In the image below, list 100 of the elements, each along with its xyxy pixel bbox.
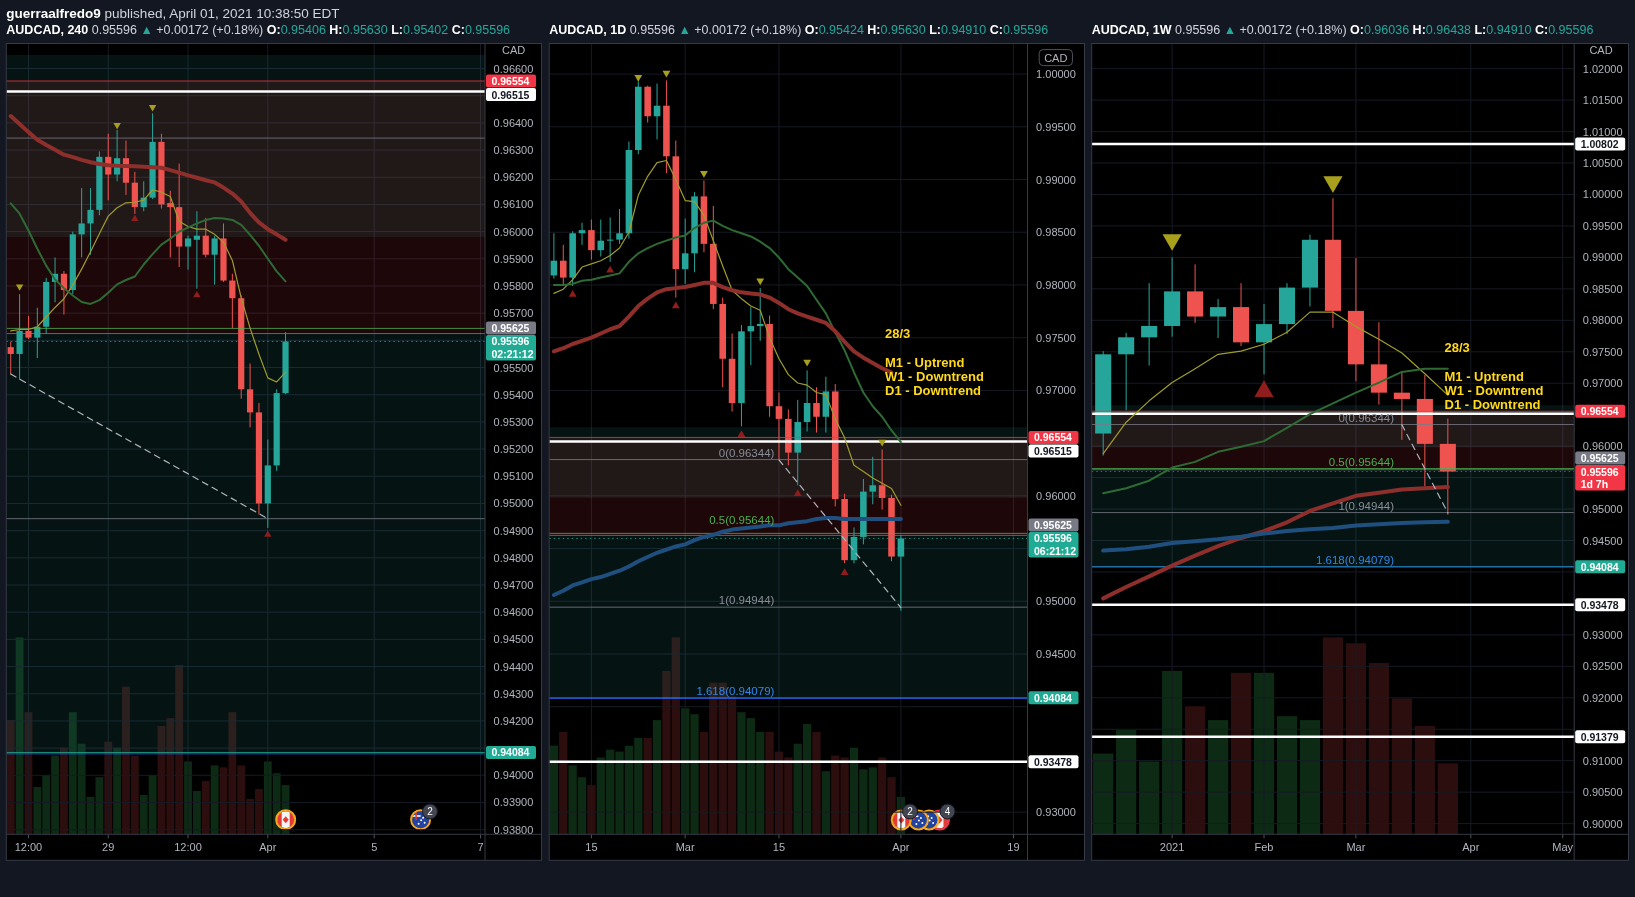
ref-line-label: 0.95596 06:21:12 <box>1034 532 1077 557</box>
y-tick-label: 0.96400 <box>493 116 534 129</box>
y-tick-label: 0.98500 <box>1582 282 1623 295</box>
ref-line-label: 0.93478 <box>1580 598 1619 611</box>
y-tick-label: 0.97000 <box>1582 377 1623 390</box>
annotation: 1.618(0.94079) <box>1315 554 1395 566</box>
y-tick-label: 0.96100 <box>493 198 534 211</box>
x-tick-label: 29 <box>102 840 115 853</box>
y-tick-label: 0.99000 <box>1582 251 1623 264</box>
y-tick-label: 0.94600 <box>493 606 534 619</box>
annotation: M1 - Uptrend <box>885 354 965 370</box>
annotation: 0.5(0.95644) <box>1328 455 1395 468</box>
y-tick-label: 0.97000 <box>1036 384 1076 397</box>
y-tick-label: 0.90500 <box>1582 786 1623 799</box>
y-tick-label: 0.94800 <box>493 551 534 564</box>
y-tick-label: 1.01000 <box>1582 125 1623 138</box>
y-tick-label: 0.95500 <box>493 361 534 374</box>
y-tick-label: 0.95100 <box>493 470 534 483</box>
annotation: 2 <box>907 806 914 817</box>
x-tick-label: 12:00 <box>14 840 43 853</box>
y-tick-label: 0.93000 <box>1036 806 1076 819</box>
annotation: 0.5(0.95644) <box>709 513 775 526</box>
text: AUDCAD, 1D 0.95596 ▲ +0.00172 (+0.18%) O:0.95424 H:0.95630 L:0.94910 C:0.95596 <box>549 22 1049 37</box>
ref-line-label: 0.96554 <box>1580 405 1619 418</box>
y-tick-label: 0.94500 <box>493 633 534 646</box>
x-tick-label: 5 <box>371 840 378 853</box>
y-tick-label: 0.95300 <box>493 415 534 428</box>
y-tick-label: 0.95000 <box>1582 503 1623 516</box>
x-tick-label: Apr <box>259 840 277 853</box>
text: CAD <box>1044 51 1068 64</box>
x-tick-label: Apr <box>1462 840 1480 853</box>
y-tick-label: 0.96300 <box>493 144 534 157</box>
y-tick-label: 0.95000 <box>493 497 534 510</box>
y-tick-label: 0.95000 <box>1036 595 1076 608</box>
annotation: 28/3 <box>885 326 911 342</box>
x-tick-label: May <box>1552 840 1574 853</box>
y-tick-label: 0.94700 <box>493 579 534 592</box>
y-tick-label: 0.90000 <box>1582 817 1623 830</box>
annotation: 1.618(0.94079) <box>696 685 775 698</box>
y-tick-label: 0.93800 <box>493 823 534 836</box>
y-tick-label: 0.98500 <box>1036 226 1076 239</box>
y-tick-label: 0.94500 <box>1582 534 1623 547</box>
ref-line-label: 0.96554 <box>1034 431 1073 444</box>
text: AUDCAD, 240 0.95596 ▲ +0.00172 (+0.18%) O:0.95406 H:0.95630 L:0.95402 C:0.95596 <box>6 22 511 37</box>
ref-line-label: 0.96515 <box>1034 444 1073 457</box>
y-tick-label: 0.95400 <box>493 388 534 401</box>
ref-line-label: 0.96515 <box>491 88 530 101</box>
x-tick-label: 2021 <box>1159 840 1185 853</box>
y-tick-label: 0.96000 <box>1036 489 1076 502</box>
y-tick-label: 0.97500 <box>1036 331 1076 344</box>
x-tick-label: 12:00 <box>174 840 202 853</box>
x-tick-label: 15 <box>585 840 598 853</box>
y-tick-label: 0.95800 <box>493 279 534 292</box>
y-tick-label: 0.99500 <box>1582 219 1623 232</box>
ref-line-label: 0.95596 1d 7h <box>1580 465 1619 491</box>
annotation: 1(0.94944) <box>718 594 775 607</box>
text: CAD <box>1589 43 1613 56</box>
y-tick-label: 0.94900 <box>493 524 534 537</box>
ref-line-label: 0.95625 <box>1034 518 1073 531</box>
ref-line-label: 0.95625 <box>491 321 530 334</box>
ref-line-label: 0.91379 <box>1580 730 1619 743</box>
y-tick-label: 0.98000 <box>1036 278 1076 291</box>
x-tick-label: Mar <box>1346 840 1366 853</box>
text: CAD <box>502 43 526 56</box>
ref-line-label: 0.94084 <box>1034 691 1073 704</box>
x-tick-label: Feb <box>1254 840 1274 853</box>
y-tick-label: 0.92000 <box>1582 691 1623 704</box>
x-tick-label: 15 <box>772 840 786 853</box>
y-tick-label: 1.00000 <box>1582 188 1623 201</box>
x-tick-label: 19 <box>1007 840 1020 853</box>
y-tick-label: 1.02000 <box>1582 62 1623 75</box>
y-tick-label: 0.99000 <box>1036 173 1076 186</box>
y-tick-label: 0.94400 <box>493 660 534 673</box>
annotation: D1 - Downtrend <box>1444 396 1541 412</box>
y-tick-label: 0.92500 <box>1582 660 1623 673</box>
text: AUDCAD, 1W 0.95596 ▲ +0.00172 (+0.18%) O:0.96036 H:0.96438 L:0.94910 C:0.95596 <box>1091 22 1594 37</box>
y-tick-label: 0.97500 <box>1582 345 1623 358</box>
annotation: 2 <box>427 806 434 817</box>
annotation: 1(0.94944) <box>1338 499 1395 512</box>
y-tick-label: 0.95700 <box>493 307 534 320</box>
y-tick-label: 0.96000 <box>1582 440 1623 453</box>
ref-line-label: 0.96554 <box>491 75 530 88</box>
y-tick-label: 0.94200 <box>493 714 534 727</box>
annotation: 0(0.96344) <box>1338 411 1395 424</box>
y-tick-label: 0.93900 <box>493 796 534 809</box>
y-tick-label: 1.01500 <box>1582 94 1623 107</box>
ref-line-label: 1.00802 <box>1580 138 1619 151</box>
chart-title: guerraalfredo9 published, April 01, 2021 10:38:50 EDT <box>6 5 340 20</box>
y-tick-label: 0.94300 <box>493 687 534 700</box>
y-tick-label: 0.96600 <box>493 62 534 75</box>
y-tick-label: 0.91000 <box>1582 754 1623 767</box>
annotation: 0(0.96344) <box>718 446 775 459</box>
x-tick-label: 7 <box>477 840 484 853</box>
y-tick-label: 1.00500 <box>1582 157 1623 170</box>
y-tick-label: 0.94000 <box>493 769 534 782</box>
y-tick-label: 0.99500 <box>1036 120 1076 133</box>
y-tick-label: 0.93000 <box>1582 628 1623 641</box>
ref-line-label: 0.95625 <box>1580 452 1619 465</box>
annotation: 4 <box>944 806 951 817</box>
y-tick-label: 0.95900 <box>493 252 534 265</box>
